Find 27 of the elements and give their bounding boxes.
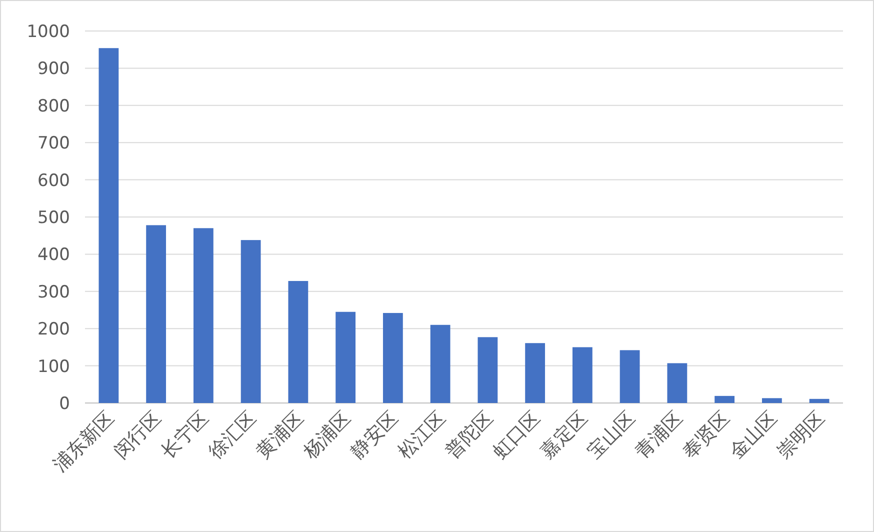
bar [809, 398, 830, 403]
bar [240, 240, 261, 403]
y-tick-label: 800 [38, 96, 70, 116]
y-tick-label: 500 [38, 208, 70, 228]
bar [620, 350, 640, 403]
bar [762, 398, 782, 403]
y-tick-label: 300 [38, 282, 70, 302]
y-tick-label: 200 [38, 320, 70, 340]
y-tick-label: 900 [38, 59, 70, 80]
bar [193, 228, 214, 403]
y-tick-label: 700 [38, 134, 70, 154]
bar [382, 312, 403, 403]
bar [146, 225, 166, 403]
y-tick-label: 600 [38, 170, 70, 191]
bar [667, 363, 688, 403]
bar [572, 347, 592, 403]
bar [98, 48, 119, 403]
y-tick-label: 0 [59, 394, 70, 414]
bar [478, 337, 498, 403]
y-tick-label: 1000 [26, 22, 70, 42]
bar [288, 280, 308, 403]
y-tick-label: 400 [38, 245, 70, 266]
bar [336, 312, 356, 403]
y-tick-label: 100 [38, 356, 70, 377]
bar [430, 324, 450, 403]
bar [714, 396, 735, 403]
bar [525, 343, 546, 403]
